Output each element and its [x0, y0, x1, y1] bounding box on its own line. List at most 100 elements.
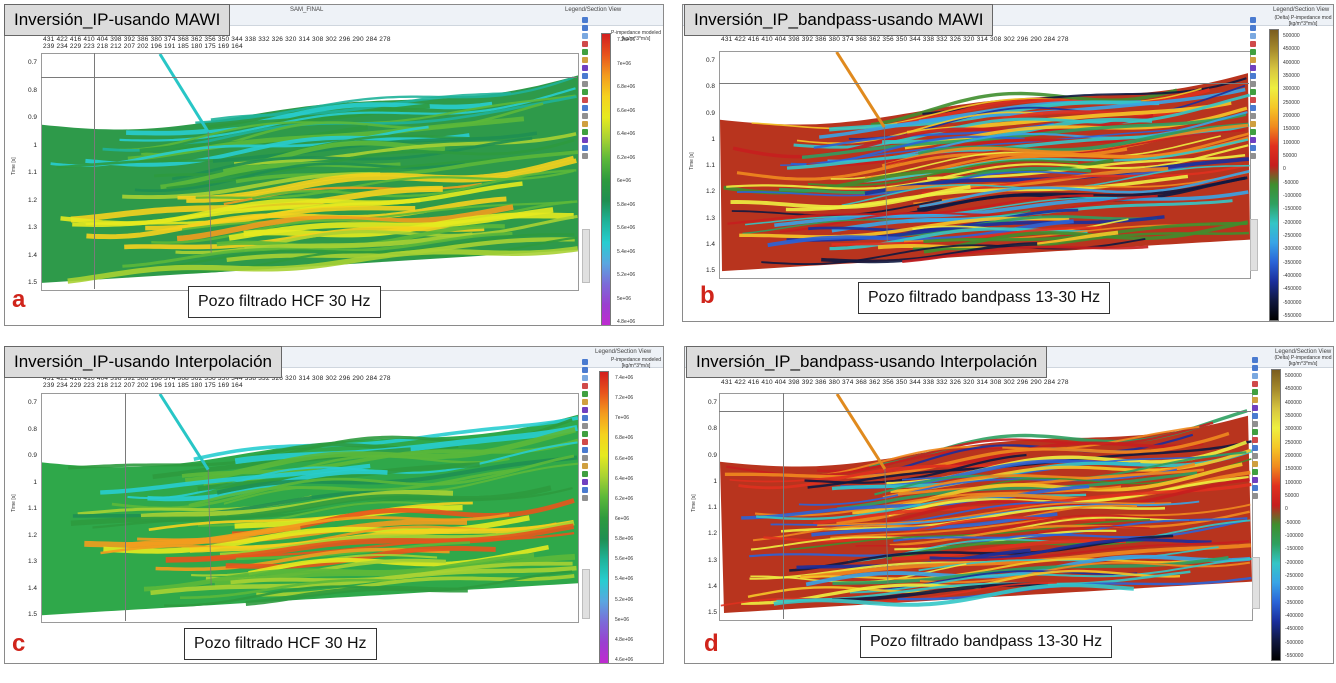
tool-icon[interactable]	[582, 81, 588, 87]
tool-icon[interactable]	[582, 495, 588, 501]
vertical-scrollbar[interactable]	[582, 229, 590, 283]
tool-column[interactable]	[581, 15, 589, 161]
tool-icon[interactable]	[1250, 25, 1256, 31]
tool-icon[interactable]	[582, 415, 588, 421]
tool-icon[interactable]	[582, 121, 588, 127]
tool-icon[interactable]	[1250, 81, 1256, 87]
legend-tab[interactable]: Legend/Section View	[1273, 7, 1330, 13]
tool-icon[interactable]	[1252, 485, 1258, 491]
tool-icon[interactable]	[582, 113, 588, 119]
tool-icon[interactable]	[582, 25, 588, 31]
tool-icon[interactable]	[582, 359, 588, 365]
tool-icon[interactable]	[1252, 453, 1258, 459]
seismic-section[interactable]	[41, 53, 579, 291]
tool-icon[interactable]	[582, 89, 588, 95]
tool-icon[interactable]	[1250, 41, 1256, 47]
tool-icon[interactable]	[1252, 461, 1258, 467]
tool-icon[interactable]	[582, 391, 588, 397]
legend-tab[interactable]: Legend/Section View	[595, 349, 652, 355]
tool-icon[interactable]	[582, 399, 588, 405]
colorbar-tick-label: 6e+06	[617, 178, 632, 184]
tool-icon[interactable]	[1252, 445, 1258, 451]
time-tick-label: 1.3	[27, 558, 37, 565]
colorbar-tick-label: 5.4e+06	[617, 248, 636, 255]
tool-icon[interactable]	[1252, 421, 1258, 427]
tool-icon[interactable]	[582, 407, 588, 413]
tool-icon[interactable]	[582, 463, 588, 469]
tool-icon[interactable]	[1250, 89, 1256, 95]
tool-column[interactable]	[1251, 355, 1259, 501]
tool-icon[interactable]	[582, 153, 588, 159]
tool-icon[interactable]	[582, 57, 588, 63]
tool-icon[interactable]	[1250, 17, 1256, 23]
seismic-section[interactable]	[719, 393, 1253, 621]
vertical-scrollbar[interactable]	[1252, 557, 1260, 609]
tool-icon[interactable]	[1250, 65, 1256, 71]
tool-icon[interactable]	[582, 455, 588, 461]
tool-icon[interactable]	[1252, 405, 1258, 411]
tool-icon[interactable]	[1250, 153, 1256, 159]
tool-icon[interactable]	[1252, 389, 1258, 395]
tool-icon[interactable]	[582, 479, 588, 485]
colorbar-tick-label: 500000	[1285, 373, 1302, 379]
tool-icon[interactable]	[582, 431, 588, 437]
tool-icon[interactable]	[582, 471, 588, 477]
well-log-trace	[884, 469, 889, 584]
tool-icon[interactable]	[1250, 33, 1256, 39]
tool-icon[interactable]	[1252, 477, 1258, 483]
reflector	[918, 546, 1219, 572]
tool-icon[interactable]	[582, 439, 588, 445]
tool-icon[interactable]	[1252, 397, 1258, 403]
tool-icon[interactable]	[582, 145, 588, 151]
tool-icon[interactable]	[1250, 137, 1256, 143]
tool-icon[interactable]	[1252, 365, 1258, 371]
legend-tab[interactable]: Legend/Section View	[565, 7, 622, 13]
tool-icon[interactable]	[582, 137, 588, 143]
tool-icon[interactable]	[582, 33, 588, 39]
tool-icon[interactable]	[1250, 113, 1256, 119]
tool-icon[interactable]	[1250, 97, 1256, 103]
colorbar-tick-label: -50000	[1285, 519, 1301, 526]
tool-column[interactable]	[581, 357, 589, 503]
seismic-section[interactable]	[719, 51, 1251, 279]
tool-icon[interactable]	[582, 375, 588, 381]
tool-icon[interactable]	[1252, 413, 1258, 419]
tool-icon[interactable]	[1250, 121, 1256, 127]
colorbar-tick-label: 7.4e+06	[615, 375, 634, 381]
tool-icon[interactable]	[1252, 493, 1258, 499]
tool-icon[interactable]	[1250, 145, 1256, 151]
tool-icon[interactable]	[582, 383, 588, 389]
seismic-section[interactable]	[41, 393, 579, 623]
tool-icon[interactable]	[1250, 73, 1256, 79]
tool-icon[interactable]	[582, 367, 588, 373]
tool-icon[interactable]	[582, 447, 588, 453]
colorbar-tick-label: 100000	[1285, 479, 1302, 486]
tool-icon[interactable]	[582, 423, 588, 429]
tool-icon[interactable]	[1252, 373, 1258, 379]
tool-icon[interactable]	[582, 73, 588, 79]
tool-icon[interactable]	[582, 97, 588, 103]
tool-icon[interactable]	[1250, 49, 1256, 55]
tool-icon[interactable]	[1250, 129, 1256, 135]
colorbar-tick-label: 6.8e+06	[615, 435, 634, 442]
tool-icon[interactable]	[582, 65, 588, 71]
vertical-scrollbar[interactable]	[582, 569, 590, 619]
tool-icon[interactable]	[1252, 437, 1258, 443]
tool-icon[interactable]	[1250, 105, 1256, 111]
tool-icon[interactable]	[1252, 429, 1258, 435]
tool-icon[interactable]	[1252, 469, 1258, 475]
tool-icon[interactable]	[582, 105, 588, 111]
tool-icon[interactable]	[582, 17, 588, 23]
legend-tab[interactable]: Legend/Section View	[1275, 349, 1332, 355]
tool-column[interactable]	[1249, 15, 1257, 161]
tool-icon[interactable]	[1252, 381, 1258, 387]
vertical-scrollbar[interactable]	[1250, 219, 1258, 271]
horizon-line	[719, 411, 1251, 412]
tool-icon[interactable]	[582, 487, 588, 493]
colorbar-tick-label: -200000	[1283, 219, 1302, 226]
tool-icon[interactable]	[1250, 57, 1256, 63]
tool-icon[interactable]	[582, 41, 588, 47]
tool-icon[interactable]	[1252, 357, 1258, 363]
tool-icon[interactable]	[582, 129, 588, 135]
tool-icon[interactable]	[582, 49, 588, 55]
